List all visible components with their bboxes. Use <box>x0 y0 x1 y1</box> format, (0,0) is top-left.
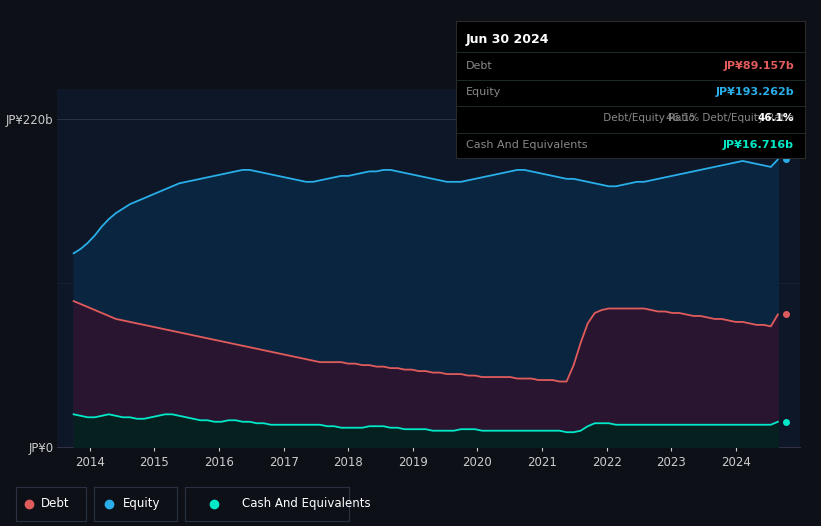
Text: 46.1%: 46.1% <box>758 113 794 123</box>
Text: Debt: Debt <box>466 61 493 71</box>
Text: Equity: Equity <box>466 87 502 97</box>
Text: Equity: Equity <box>123 497 161 510</box>
Text: Debt/Equity Ratio: Debt/Equity Ratio <box>600 113 695 123</box>
Text: Cash And Equivalents: Cash And Equivalents <box>466 140 588 150</box>
Text: Cash And Equivalents: Cash And Equivalents <box>242 497 371 510</box>
Text: Jun 30 2024: Jun 30 2024 <box>466 33 549 46</box>
Text: JP¥16.716b: JP¥16.716b <box>723 140 794 150</box>
Text: JP¥89.157b: JP¥89.157b <box>723 61 794 71</box>
Text: 46.1% Debt/Equity Ratio: 46.1% Debt/Equity Ratio <box>666 113 794 123</box>
Text: JP¥193.262b: JP¥193.262b <box>715 87 794 97</box>
Text: Debt: Debt <box>41 497 70 510</box>
